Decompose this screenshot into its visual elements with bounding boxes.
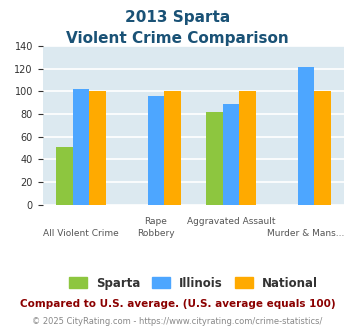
Text: All Violent Crime: All Violent Crime (43, 229, 119, 238)
Bar (297, 67, 314, 205)
Bar (314, 91, 331, 205)
Bar (89, 91, 106, 205)
Bar (73, 89, 89, 205)
Bar (56, 147, 73, 205)
Text: Compared to U.S. average. (U.S. average equals 100): Compared to U.S. average. (U.S. average … (20, 299, 335, 309)
Legend: Sparta, Illinois, National: Sparta, Illinois, National (63, 271, 324, 295)
Text: Robbery: Robbery (137, 229, 175, 238)
Text: Rape: Rape (144, 217, 168, 226)
Text: 2013 Sparta: 2013 Sparta (125, 10, 230, 25)
Text: Aggravated Assault: Aggravated Assault (187, 217, 275, 226)
Bar (148, 96, 164, 205)
Text: Murder & Mans...: Murder & Mans... (267, 229, 345, 238)
Bar (223, 104, 239, 205)
Bar (206, 112, 223, 205)
Text: Violent Crime Comparison: Violent Crime Comparison (66, 31, 289, 46)
Text: © 2025 CityRating.com - https://www.cityrating.com/crime-statistics/: © 2025 CityRating.com - https://www.city… (32, 317, 323, 326)
Bar (239, 91, 256, 205)
Bar (164, 91, 181, 205)
